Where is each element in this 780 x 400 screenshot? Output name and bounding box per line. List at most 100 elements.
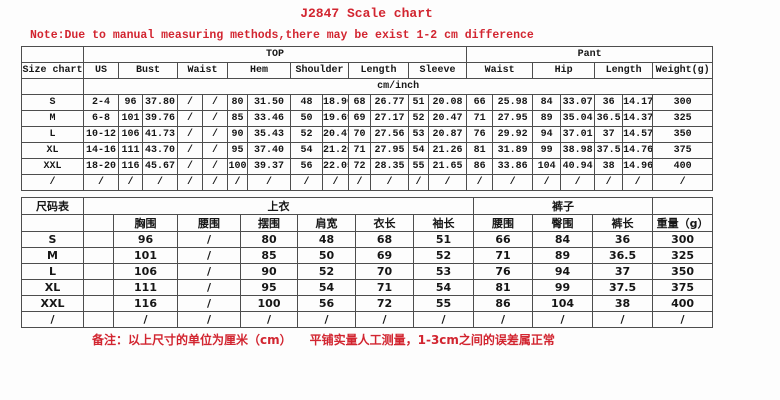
value-cell: 104 bbox=[532, 295, 594, 312]
value-cell: 81 bbox=[466, 142, 494, 159]
value-cell: / bbox=[560, 174, 596, 191]
value-cell: 86 bbox=[473, 295, 534, 312]
value-cell: 28.35 bbox=[370, 158, 409, 175]
value-cell: 350 bbox=[652, 126, 714, 143]
value-cell: / bbox=[177, 263, 241, 280]
value-cell: 2-4 bbox=[83, 94, 119, 111]
value-cell: 37.01 bbox=[560, 126, 596, 143]
value-cell: 37.5 bbox=[594, 142, 624, 159]
value-cell: 89 bbox=[532, 110, 562, 127]
group-header-top: TOP bbox=[82, 46, 468, 63]
value-cell: 300 bbox=[652, 94, 714, 111]
column-header-weight: Weight(g) bbox=[652, 62, 714, 79]
value-cell: 6-8 bbox=[83, 110, 119, 127]
group-header-top: 上衣 bbox=[82, 197, 475, 215]
value-cell: / bbox=[652, 311, 714, 328]
table-row: S2-49637.80//8031.504818.906826.775120.0… bbox=[21, 94, 714, 111]
size-table-en-body: S2-49637.80//8031.504818.906826.775120.0… bbox=[21, 94, 714, 191]
value-cell: 400 bbox=[652, 295, 714, 312]
value-cell: 38 bbox=[594, 158, 624, 175]
value-cell: 94 bbox=[532, 126, 562, 143]
size-cell: / bbox=[21, 311, 84, 328]
value-cell: 56 bbox=[297, 295, 356, 312]
value-cell bbox=[83, 231, 114, 248]
value-cell: 14.76 bbox=[622, 142, 654, 159]
corner-empty-cell bbox=[21, 46, 84, 63]
value-cell: 96 bbox=[113, 231, 178, 248]
value-cell: 52 bbox=[297, 263, 356, 280]
table-row: XL14-1611143.70//9537.405421.267127.9554… bbox=[21, 142, 714, 159]
value-cell: 39.76 bbox=[142, 110, 178, 127]
table-row: / / / / / / / / / / / / / / / / / / / / / bbox=[21, 174, 714, 191]
size-cell: / bbox=[21, 174, 84, 191]
value-cell: 99 bbox=[532, 279, 594, 296]
size-cell: S bbox=[21, 94, 84, 111]
value-cell: 37.40 bbox=[247, 142, 291, 159]
value-cell: 89 bbox=[532, 247, 594, 264]
value-cell: / bbox=[202, 142, 228, 159]
value-cell: 96 bbox=[118, 94, 143, 111]
value-cell: / bbox=[622, 174, 654, 191]
value-cell: 43.70 bbox=[142, 142, 178, 159]
value-cell: 71 bbox=[348, 142, 371, 159]
value-cell: 27.95 bbox=[370, 142, 409, 159]
value-cell: 375 bbox=[652, 279, 714, 296]
value-cell: 52 bbox=[408, 110, 429, 127]
value-cell: 72 bbox=[355, 295, 414, 312]
value-cell: 94 bbox=[532, 263, 594, 280]
value-cell: / bbox=[83, 174, 119, 191]
value-cell: / bbox=[177, 311, 241, 328]
column-header-hip: Hip bbox=[532, 62, 596, 79]
value-cell: / bbox=[247, 174, 291, 191]
value-cell: 69 bbox=[348, 110, 371, 127]
value-cell: 50 bbox=[297, 247, 356, 264]
group-header-pant: Pant bbox=[466, 46, 714, 63]
size-cell: XXL bbox=[21, 295, 84, 312]
value-cell: 48 bbox=[290, 94, 323, 111]
value-cell: 99 bbox=[532, 142, 562, 159]
size-table-cn-body: S 96/80 48 68 51 66 84 36 300 M 101/85 50 69 52 71 89 36… bbox=[21, 231, 714, 328]
column-header-pant-waist: 腰围 bbox=[473, 214, 534, 232]
value-cell: 14.57 bbox=[622, 126, 654, 143]
column-header-sleeve: 袖长 bbox=[412, 214, 475, 232]
column-header-shoulder: Shoulder bbox=[290, 62, 349, 79]
value-cell: 76 bbox=[473, 263, 534, 280]
value-cell: / bbox=[240, 311, 298, 328]
value-cell: / bbox=[473, 311, 534, 328]
value-cell: / bbox=[177, 142, 203, 159]
value-cell: 55 bbox=[412, 295, 475, 312]
value-cell: 14-16 bbox=[83, 142, 119, 159]
value-cell: 45.67 bbox=[142, 158, 178, 175]
value-cell: 52 bbox=[290, 126, 323, 143]
value-cell: 18.90 bbox=[322, 94, 349, 111]
value-cell: 50 bbox=[290, 110, 323, 127]
value-cell: / bbox=[202, 174, 228, 191]
value-cell: / bbox=[592, 311, 654, 328]
value-cell: 106 bbox=[118, 126, 143, 143]
value-cell bbox=[83, 279, 114, 296]
column-header-length: 衣长 bbox=[355, 214, 414, 232]
column-header-hem: 摆围 bbox=[240, 214, 298, 232]
value-cell: 18-20 bbox=[83, 158, 119, 175]
value-cell: 27.17 bbox=[370, 110, 409, 127]
value-cell: / bbox=[177, 94, 203, 111]
value-cell: 81 bbox=[473, 279, 534, 296]
value-cell: 35.43 bbox=[247, 126, 291, 143]
value-cell: 54 bbox=[290, 142, 323, 159]
value-cell: 71 bbox=[473, 247, 534, 264]
value-cell: 33.86 bbox=[492, 158, 534, 175]
corner-label-cell: Size chart bbox=[21, 62, 84, 79]
column-header-bust: Bust bbox=[118, 62, 178, 79]
value-cell: 52 bbox=[412, 247, 475, 264]
column-header-sleeve: Sleeve bbox=[407, 62, 468, 79]
value-cell: 95 bbox=[227, 142, 248, 159]
value-cell: 350 bbox=[652, 263, 714, 280]
value-cell: 41.73 bbox=[142, 126, 178, 143]
value-cell: / bbox=[408, 174, 429, 191]
value-cell: 27.56 bbox=[370, 126, 409, 143]
value-cell: 31.89 bbox=[492, 142, 534, 159]
value-cell: 300 bbox=[652, 231, 714, 248]
table-row: L 106/90 52 70 53 76 94 37 350 bbox=[21, 263, 714, 280]
column-header-pant-length: Length bbox=[594, 62, 654, 79]
value-cell: 36 bbox=[594, 94, 624, 111]
